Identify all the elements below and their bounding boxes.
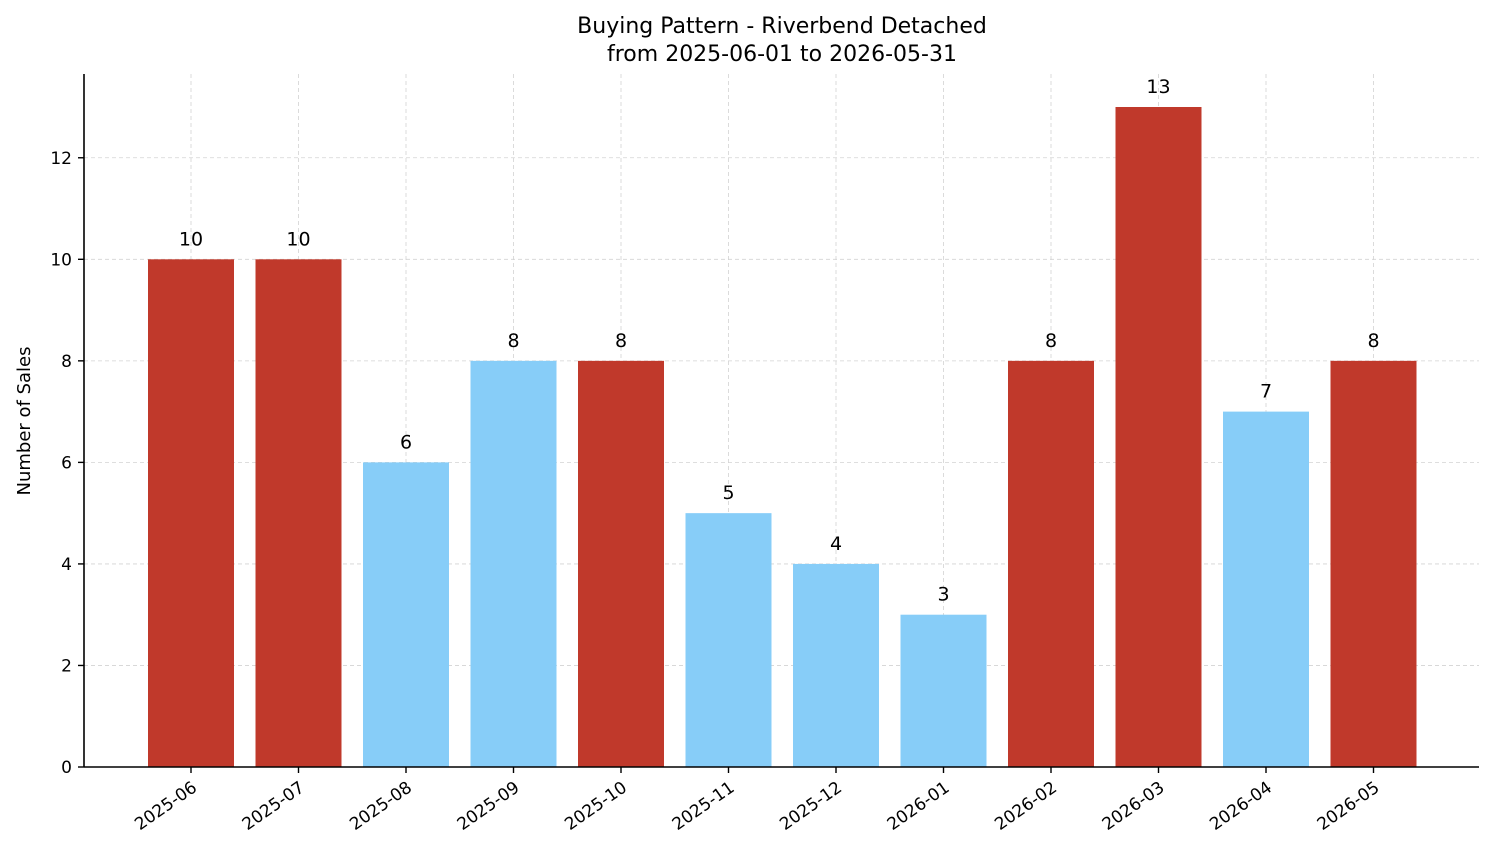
- bar-2025-07: [255, 259, 342, 767]
- x-tick-label-2026-05: 2026-05: [1314, 778, 1384, 835]
- y-tick-label: 4: [61, 555, 72, 575]
- bar-2026-02: [1008, 360, 1094, 767]
- y-tick-label: 10: [50, 250, 72, 270]
- y-axis-label: Number of Sales: [14, 346, 35, 495]
- data-label-2026-05: 8: [1367, 330, 1379, 352]
- y-tick-label: 12: [50, 149, 72, 169]
- x-tick-label-2026-04: 2026-04: [1206, 778, 1276, 835]
- y-tick-label: 6: [61, 453, 72, 473]
- x-tick-label-2026-02: 2026-02: [991, 778, 1061, 835]
- bar-2025-12: [793, 563, 879, 767]
- data-label-2026-02: 8: [1045, 330, 1057, 352]
- data-label-2025-06: 10: [179, 228, 203, 250]
- bar-2025-09: [470, 360, 557, 767]
- data-label-2025-11: 5: [722, 482, 734, 504]
- bar-layer: [148, 107, 1417, 767]
- x-tick-label-2025-12: 2025-12: [776, 778, 846, 835]
- x-tick-label-2026-03: 2026-03: [1099, 778, 1169, 835]
- bar-2025-11: [685, 513, 772, 767]
- data-label-2025-07: 10: [286, 228, 310, 250]
- bar-2026-05: [1330, 360, 1417, 767]
- x-tick-label-2025-10: 2025-10: [561, 778, 631, 835]
- bar-2026-03: [1115, 107, 1202, 767]
- y-tick-label: 2: [61, 656, 72, 676]
- x-tick-label-2025-07: 2025-07: [239, 778, 309, 835]
- chart-title: Buying Pattern - Riverbend Detached: [577, 14, 987, 39]
- data-label-layer: 10 10 6 8 8 5 4 3 8 13 7 8: [179, 76, 1380, 606]
- data-label-2026-04: 7: [1260, 381, 1272, 403]
- data-label-2025-08: 6: [400, 431, 412, 453]
- bar-2026-04: [1223, 411, 1309, 767]
- bar-2026-01: [900, 614, 987, 767]
- bar-2025-08: [363, 462, 449, 767]
- data-label-2026-03: 13: [1146, 76, 1170, 98]
- data-label-2026-01: 3: [937, 584, 949, 606]
- data-label-2025-12: 4: [830, 533, 842, 555]
- x-tick-label-2025-06: 2025-06: [131, 778, 201, 835]
- x-tick-label-2025-09: 2025-09: [454, 778, 524, 835]
- x-tick-label-2025-11: 2025-11: [669, 778, 739, 835]
- y-tick-label: 0: [61, 758, 72, 778]
- bar-2025-10: [578, 360, 664, 767]
- bar-2025-06: [148, 259, 234, 767]
- y-tick-label: 8: [61, 352, 72, 372]
- data-label-2025-10: 8: [615, 330, 627, 352]
- data-label-2025-09: 8: [507, 330, 519, 352]
- chart-subtitle: from 2025-06-01 to 2026-05-31: [607, 42, 957, 67]
- x-tick-label-2026-01: 2026-01: [884, 778, 954, 835]
- x-tick-label-2025-08: 2025-08: [346, 778, 416, 835]
